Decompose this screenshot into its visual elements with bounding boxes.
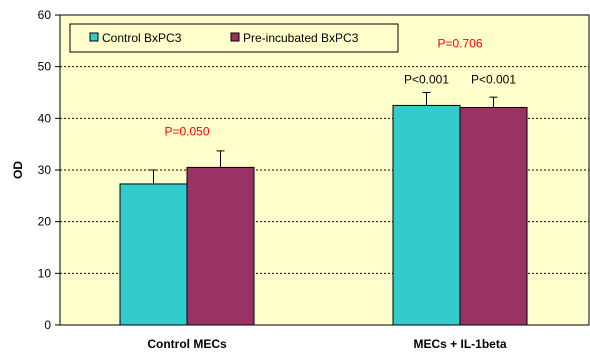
legend-swatch	[89, 32, 99, 42]
x-category-label: MECs + IL-1beta	[413, 337, 506, 351]
annotations: P=0.050 P=0.706 P<0.001 P<0.001	[164, 36, 516, 138]
y-axis-label: OD	[11, 161, 25, 179]
bar-control-0	[119, 183, 188, 326]
y-tick-label: 20	[38, 215, 52, 229]
bar-pre-incubated-1	[459, 106, 528, 326]
y-axis-ticks: 0 10 20 30 40 50 60	[38, 8, 60, 332]
legend-swatch	[230, 32, 240, 42]
bars	[119, 104, 528, 326]
x-axis-categories: Control MECs MECs + IL-1beta	[147, 337, 507, 351]
p-value-annotation: P=0.050	[164, 124, 209, 138]
bar-pre-incubated-0	[186, 166, 255, 326]
bar-control-1	[392, 104, 461, 326]
legend-label: Control BxPC3	[102, 31, 182, 45]
y-tick-label: 60	[38, 8, 52, 22]
error-bars	[149, 92, 498, 184]
x-category-label: Control MECs	[147, 337, 227, 351]
y-tick-label: 0	[44, 318, 51, 332]
y-tick-label: 50	[38, 60, 52, 74]
p-value-annotation: P=0.706	[437, 36, 482, 50]
p-value-annotation: P<0.001	[471, 73, 516, 87]
legend-label: Pre-incubated BxPC3	[243, 31, 359, 45]
y-tick-label: 30	[38, 163, 52, 177]
legend: Control BxPC3 Pre-incubated BxPC3	[69, 23, 399, 53]
y-tick-label: 40	[38, 111, 52, 125]
p-value-annotation: P<0.001	[404, 73, 449, 87]
y-tick-label: 10	[38, 266, 52, 280]
